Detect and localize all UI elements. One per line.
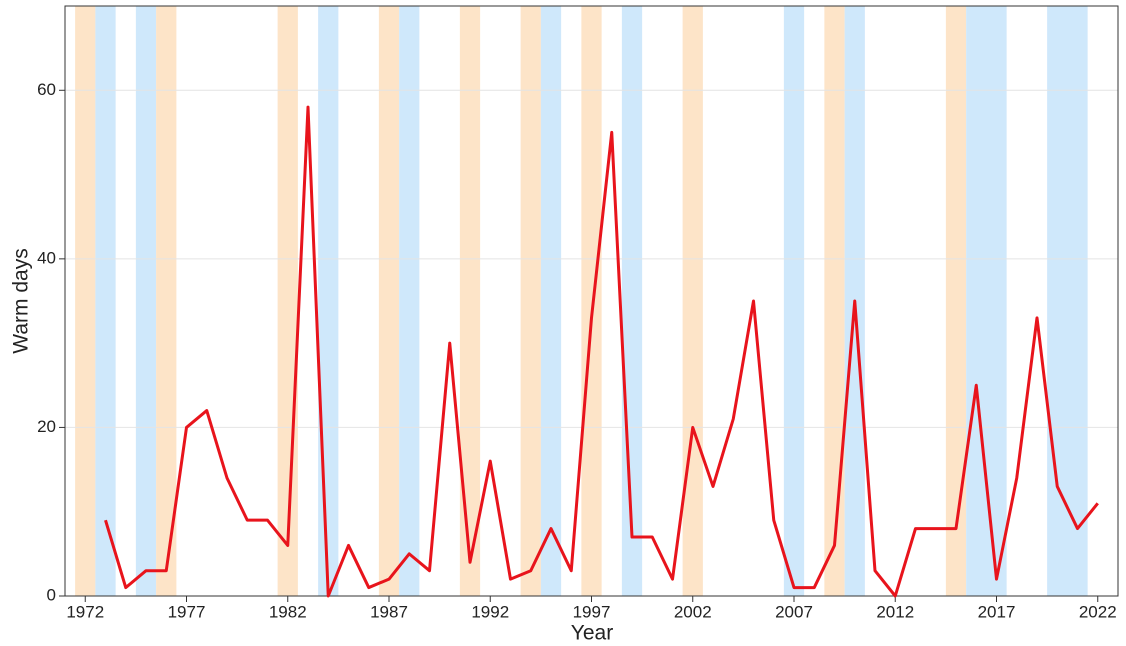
shaded-period [399,6,420,596]
x-tick-label: 1992 [471,602,509,621]
x-tick-label: 1982 [269,602,307,621]
x-axis-label: Year [571,622,613,645]
x-tick-label: 2012 [876,602,914,621]
shaded-period [378,6,400,596]
shaded-period [824,6,845,596]
y-tick-label: 20 [37,417,56,436]
shaded-period [966,6,1007,596]
y-tick-label: 0 [47,585,56,604]
shaded-period [783,6,805,596]
data-line [104,105,1099,598]
shaded-period [945,6,967,596]
shaded-period [75,6,96,596]
shaded-period [156,6,177,596]
shaded-period [95,6,116,596]
x-tick-label: 2022 [1079,602,1117,621]
y-axis-label: Warm days [10,248,33,353]
shaded-period [540,6,562,596]
shaded-period [318,6,339,596]
x-tick-label: 2002 [674,602,712,621]
shaded-period [682,6,703,596]
x-tick-label: 2017 [978,602,1016,621]
x-tick-label: 1987 [370,602,408,621]
y-tick-label: 60 [37,80,56,99]
shaded-period [135,6,157,596]
y-tick-label: 40 [37,248,56,267]
shaded-period [1047,6,1088,596]
shaded-period [520,6,541,596]
shaded-period [277,6,298,596]
x-tick-label: 2007 [775,602,813,621]
x-tick-label: 1977 [168,602,206,621]
x-tick-label: 1997 [573,602,611,621]
shaded-period [581,6,602,596]
plot-frame [64,5,1119,597]
shaded-period [459,6,481,596]
x-tick-label: 1972 [66,602,104,621]
